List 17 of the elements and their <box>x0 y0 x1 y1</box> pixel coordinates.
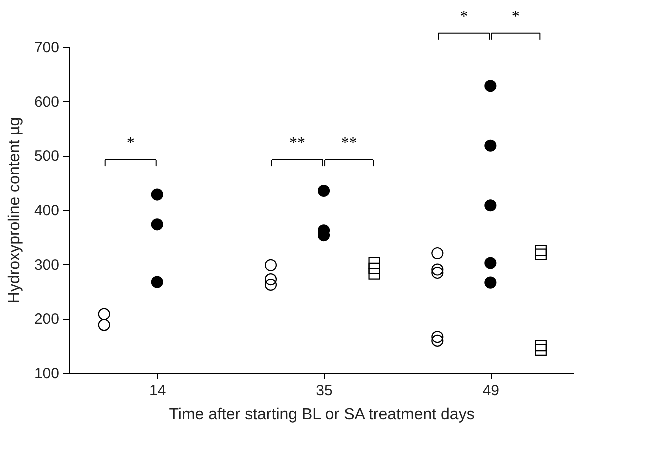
x-axis-title: Time after starting BL or SA treatment days <box>169 406 475 424</box>
y-tick-label: 100 <box>34 366 60 382</box>
annotation: * <box>126 135 135 152</box>
annotation: ** <box>290 135 306 152</box>
y-tick-label: 400 <box>34 202 60 220</box>
y-tick-label: 700 <box>34 40 60 56</box>
x-tick-label: 14 <box>150 382 166 400</box>
x-tick-label: 49 <box>482 382 500 400</box>
y-tick-label: 300 <box>34 256 60 274</box>
y-tick-label: 600 <box>34 94 60 111</box>
text: * <box>460 8 468 26</box>
y-tick-label: 500 <box>34 148 60 166</box>
y-tick-label: 200 <box>34 311 60 328</box>
y-axis-title: Hydroxyproline content µg <box>6 117 24 304</box>
text: * <box>512 8 520 26</box>
annotation: ** <box>341 135 358 152</box>
x-tick-label: 35 <box>316 382 333 400</box>
